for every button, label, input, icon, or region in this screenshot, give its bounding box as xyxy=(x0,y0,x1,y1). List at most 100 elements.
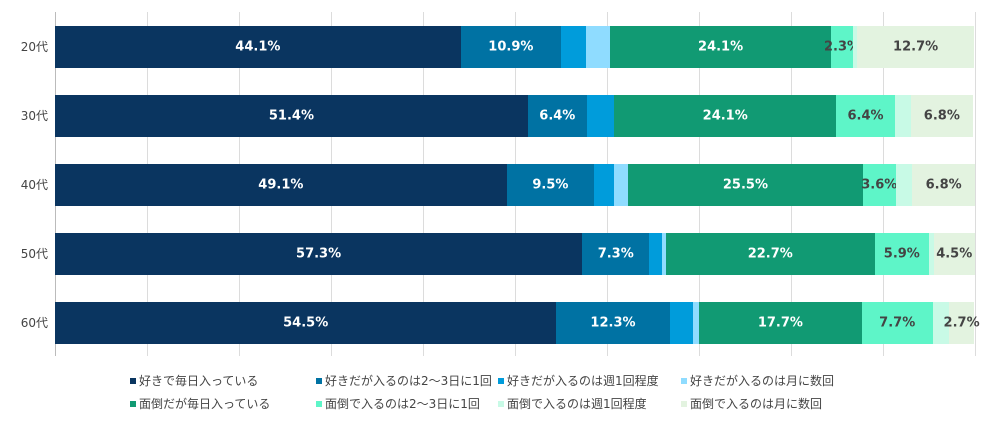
bar-segment xyxy=(894,95,911,137)
bar-row: 44.1% 10.9% 24.1% 2.3% 12.7% xyxy=(55,26,975,68)
bar-segment: 5.9% xyxy=(874,233,929,275)
bar-segment: 3.6% xyxy=(861,164,898,206)
legend-item: 面倒で入るのは2～3日に1回 xyxy=(316,395,498,412)
bar-segment: 54.5% xyxy=(55,302,557,344)
bar-segment: 24.1% xyxy=(614,95,837,137)
bar-segment: 57.3% xyxy=(55,233,583,275)
data-label: 9.5% xyxy=(532,177,569,193)
data-label: 22.7% xyxy=(747,246,793,262)
bar-segment: 7.3% xyxy=(582,233,650,275)
data-label: 7.3% xyxy=(597,246,634,262)
legend-swatch xyxy=(130,377,136,384)
legend-item: 面倒で入るのは週1回程度 xyxy=(498,395,681,412)
bar-segment: 2.7% xyxy=(944,302,980,344)
legend-label: 好きで毎日入っている xyxy=(139,374,259,388)
legend-label: 好きだが入るのは2～3日に1回 xyxy=(325,374,492,388)
legend-swatch xyxy=(498,400,504,407)
data-label: 5.9% xyxy=(883,246,920,262)
data-label: 2.3% xyxy=(823,39,861,55)
bar-segment xyxy=(662,233,666,275)
data-label: 10.9% xyxy=(488,39,534,55)
legend-swatch xyxy=(681,377,687,384)
gridline xyxy=(975,12,976,356)
bar-segment: 6.8% xyxy=(910,95,974,137)
bar-segment xyxy=(585,26,610,68)
data-label: 24.1% xyxy=(698,39,744,55)
category-label: 60代 xyxy=(20,316,48,330)
legend-label: 面倒で入るのは月に数回 xyxy=(690,397,823,411)
bar-segment xyxy=(928,233,934,275)
data-label: 51.4% xyxy=(268,108,314,124)
bar-segment: 10.9% xyxy=(460,26,561,68)
bar-segment xyxy=(586,95,615,137)
legend-swatch xyxy=(130,400,136,407)
category-label: 40代 xyxy=(20,178,48,192)
bar-segment: 6.4% xyxy=(836,95,895,137)
legend-swatch xyxy=(316,400,322,407)
bar-segment xyxy=(614,164,629,206)
data-label: 12.7% xyxy=(893,39,939,55)
data-label: 6.8% xyxy=(925,177,962,193)
data-label: 17.7% xyxy=(757,315,803,331)
legend-item: 好きだが入るのは2～3日に1回 xyxy=(316,372,498,389)
data-label: 25.5% xyxy=(722,177,768,193)
legend: 好きで毎日入っている 好きだが入るのは2～3日に1回 好きだが入るのは週1回程度 好き… xyxy=(130,372,890,412)
legend-swatch xyxy=(681,400,687,407)
legend-item: 面倒だが毎日入っている xyxy=(130,395,316,412)
legend-label: 面倒で入るのは2～3日に1回 xyxy=(325,397,480,411)
legend-label: 好きだが入るのは週1回程度 xyxy=(507,374,659,388)
legend-item: 好きだが入るのは月に数回 xyxy=(681,372,881,389)
data-label: 6.4% xyxy=(847,108,884,124)
legend-label: 面倒だが毎日入っている xyxy=(139,397,271,411)
bar-segment: 6.8% xyxy=(912,164,975,206)
legend-item: 好きで毎日入っている xyxy=(130,372,316,389)
bar-segment: 12.3% xyxy=(556,302,670,344)
bar-row: 57.3% 7.3% 22.7% 5.9% 4.5% xyxy=(55,233,975,275)
data-label: 54.5% xyxy=(283,315,329,331)
legend-swatch xyxy=(316,377,322,384)
bar-segment: 2.3% xyxy=(824,26,860,68)
bar-segment xyxy=(932,302,950,344)
bar-segment: 17.7% xyxy=(698,302,862,344)
bar-segment: 12.7% xyxy=(857,26,975,68)
bar-segment: 22.7% xyxy=(665,233,875,275)
data-label: 12.3% xyxy=(590,315,636,331)
legend-item: 好きだが入るのは週1回程度 xyxy=(498,372,681,389)
bar-segment xyxy=(693,302,699,344)
data-label: 49.1% xyxy=(258,177,304,193)
data-label: 3.6% xyxy=(861,177,898,193)
bar-segment xyxy=(560,26,586,68)
bar-segment xyxy=(852,26,858,68)
legend-label: 面倒で入るのは週1回程度 xyxy=(507,397,647,411)
bar-segment: 49.1% xyxy=(55,164,507,206)
data-label: 7.7% xyxy=(879,315,916,331)
bar-row: 54.5% 12.3% 17.7% 7.7% 2.7% xyxy=(55,302,980,344)
data-label: 44.1% xyxy=(235,39,281,55)
data-label: 6.8% xyxy=(923,108,960,124)
bar-segment xyxy=(895,164,913,206)
category-label: 20代 xyxy=(20,40,48,54)
bar-segment: 9.5% xyxy=(506,164,595,206)
bar-segment xyxy=(669,302,694,344)
bar-segment: 51.4% xyxy=(55,95,528,137)
bar-segment: 24.1% xyxy=(609,26,832,68)
bar-segment xyxy=(594,164,615,206)
data-label: 24.1% xyxy=(702,108,748,124)
data-label: 6.4% xyxy=(539,108,576,124)
bar-segment: 6.4% xyxy=(527,95,587,137)
category-label: 30代 xyxy=(20,109,48,123)
bar-row: 51.4% 6.4% 24.1% 6.4% 6.8% xyxy=(55,95,975,137)
data-label: 2.7% xyxy=(943,315,980,331)
legend-swatch xyxy=(498,377,504,384)
legend-item: 面倒で入るのは月に数回 xyxy=(681,395,881,412)
bar-segment xyxy=(649,233,663,275)
data-label: 4.5% xyxy=(936,246,973,262)
legend-label: 好きだが入るのは月に数回 xyxy=(690,374,835,388)
data-label: 57.3% xyxy=(296,246,342,262)
bar-row: 49.1% 9.5% 25.5% 3.6% 6.8% xyxy=(55,164,975,206)
bar-segment: 4.5% xyxy=(933,233,975,275)
category-label: 50代 xyxy=(20,247,48,261)
bar-segment: 7.7% xyxy=(861,302,933,344)
bar-segment: 25.5% xyxy=(628,164,863,206)
